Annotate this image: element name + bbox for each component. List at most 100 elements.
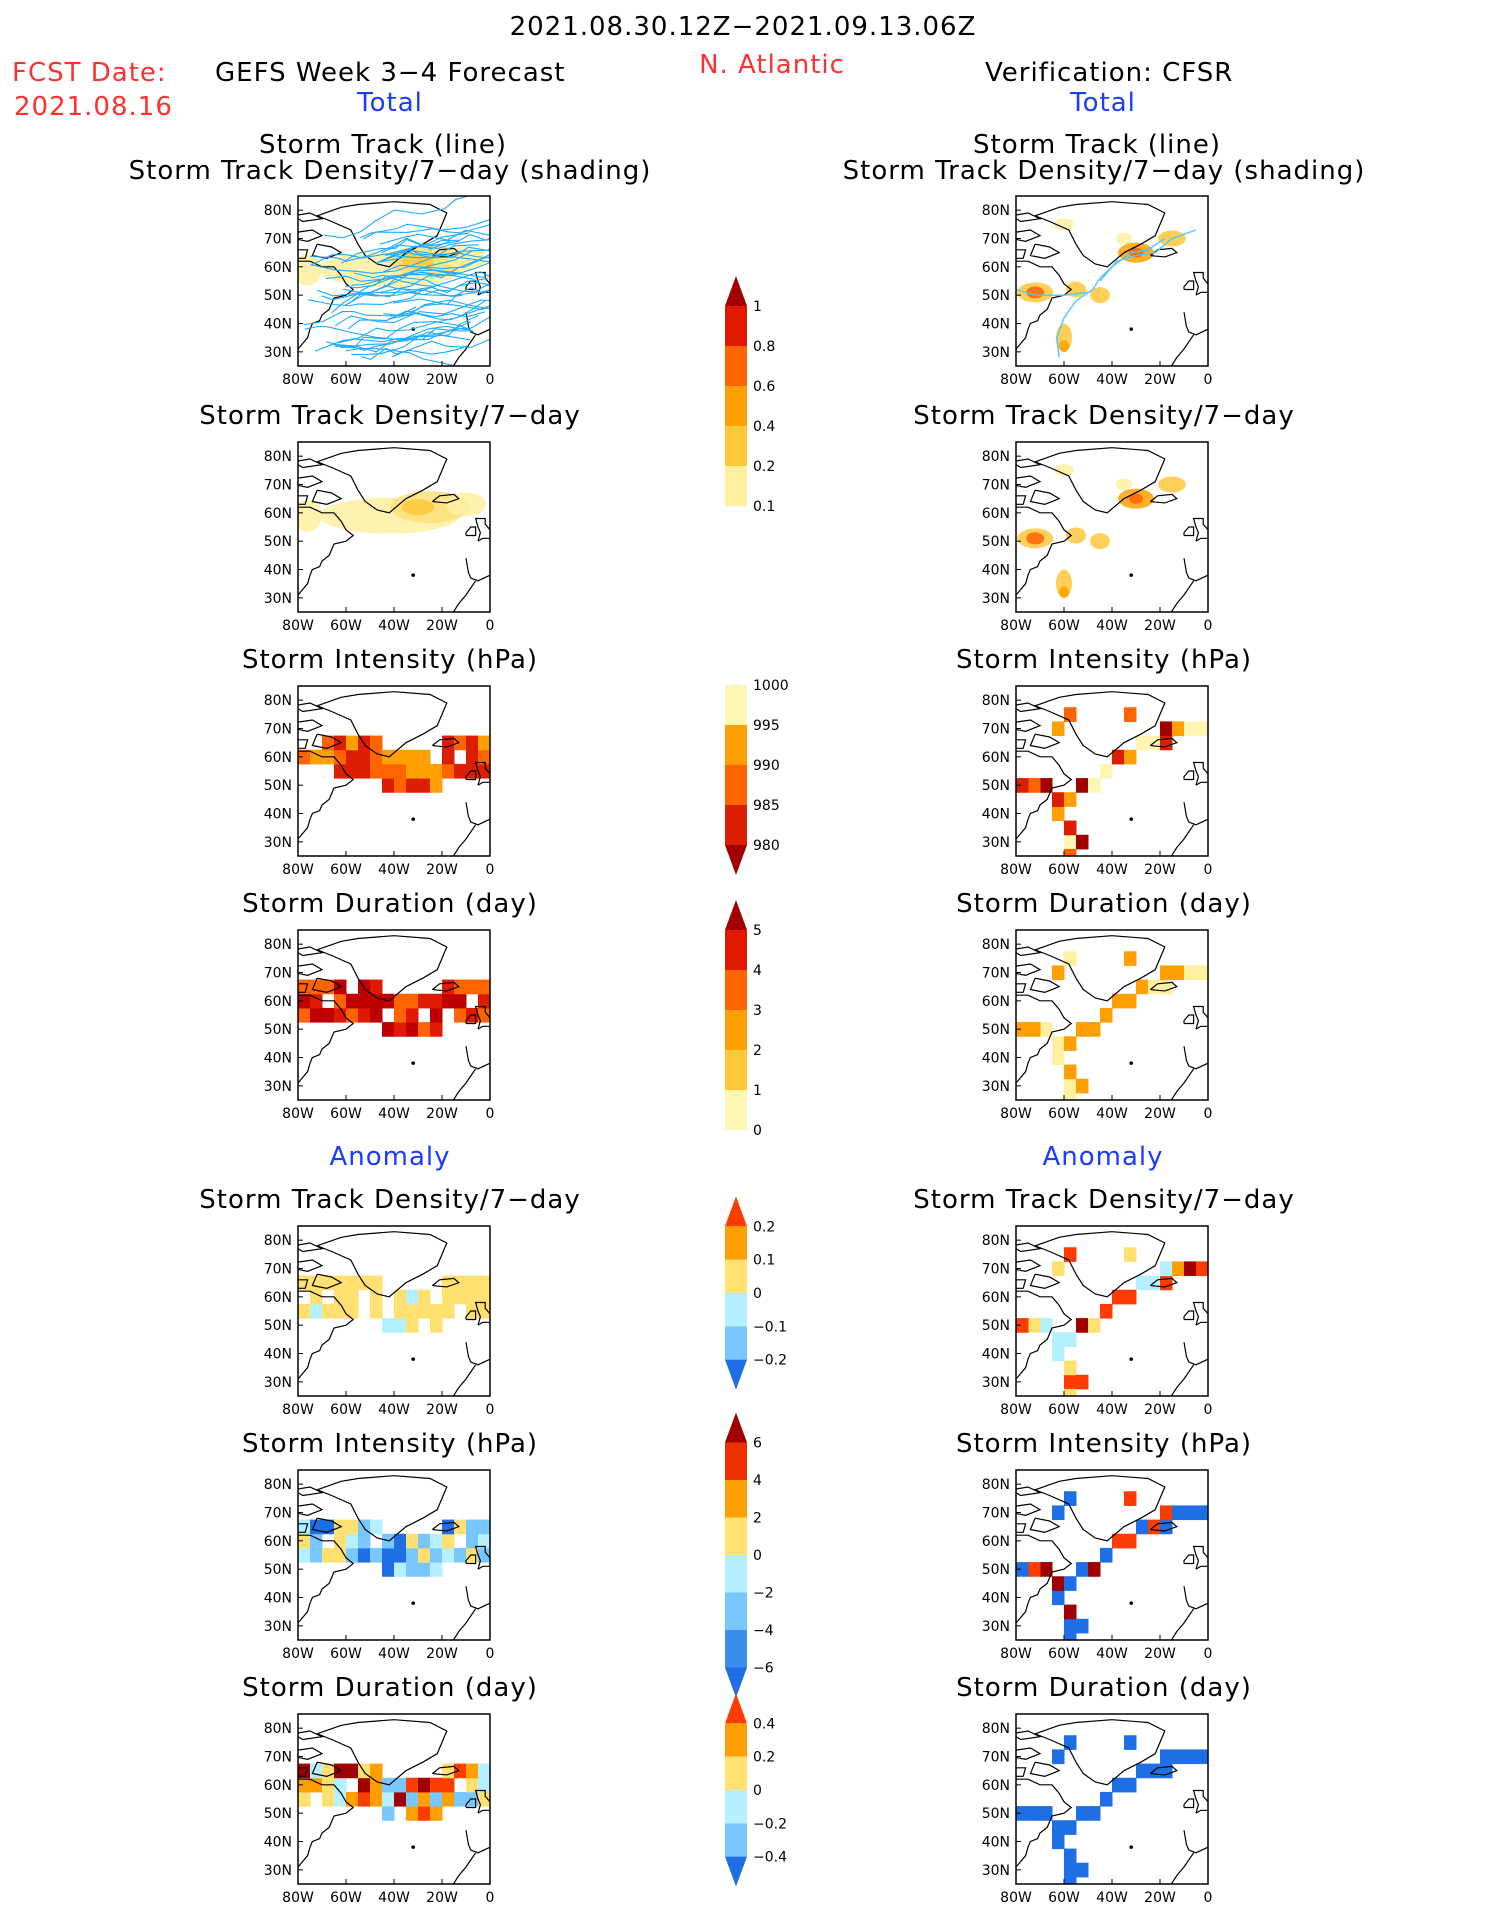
arctic-island-coast [311,977,343,993]
data-cell [394,1022,407,1037]
data-cell [418,993,431,1009]
map-panel-1: 80N 70N 60N 50N 40N 30N 80W 60W 40W 20W 0 [264,441,494,634]
data-cell [1064,1491,1077,1506]
data-cell [334,763,347,779]
lon-tick-label: 80W [282,1890,314,1906]
north-america-coast [298,506,355,597]
greenland-coast [315,447,448,514]
data-cell [1100,1303,1113,1319]
storm-track-line [1099,229,1197,282]
data-cell [1112,993,1125,1009]
data-cell [1064,848,1077,856]
lat-tick-label: 40N [264,807,292,823]
lat-tick-label: 40N [982,807,1010,823]
data-cell [406,1533,419,1549]
data-cell [334,1547,347,1563]
greenland-coast [1033,935,1166,1002]
storm-track-line [390,248,490,259]
arctic-island-coast [298,212,325,223]
data-cell [1052,1346,1065,1362]
map-body [298,1719,490,1884]
data-cell [478,1275,490,1291]
data-cell [358,749,371,765]
lat-tick-label: 60N [264,1778,292,1794]
colorbar-label: 1 [753,299,762,315]
panel-title-anom-intensity-left: Storm Intensity (hPa) [241,1429,539,1459]
map-body [1016,1231,1208,1396]
colorbar-segment [725,1790,747,1824]
data-cell [310,1303,323,1319]
arctic-island-coast [298,983,309,993]
storm-track-line [310,232,470,266]
arctic-island-coast [1016,963,1042,976]
fcst-date-label: FCST Date: [12,58,167,88]
britain-coast [474,517,490,542]
arctic-island-coast [311,1761,343,1777]
data-cell [298,993,311,1009]
data-cell [1100,1547,1113,1563]
data-cell [394,1777,407,1793]
ireland-coast [465,770,477,781]
lat-tick-label: 80N [982,449,1010,465]
colorbar-label: 0.2 [753,1750,775,1766]
data-cell [466,735,479,751]
lon-tick-label: 20W [426,1106,458,1122]
britain-coast [474,761,490,786]
data-cell [406,1318,419,1333]
lat-tick-label: 80N [982,1721,1010,1737]
data-cell [478,1289,490,1305]
lat-tick-label: 70N [982,478,1010,494]
data-cell [346,1303,359,1319]
africa-coast [1170,1852,1195,1884]
data-cell [358,1533,371,1549]
heat-cells [298,735,490,793]
britain-coast [1192,1301,1208,1326]
lat-tick-label: 60N [982,506,1010,522]
britain-coast [474,271,490,296]
density-blob [1090,533,1110,550]
arctic-island-coast [298,702,325,713]
density-blob [1129,493,1143,504]
data-cell [1160,721,1173,737]
azores-dot [1129,573,1134,577]
africa-coast [1170,1364,1195,1396]
data-cell [430,1777,443,1793]
density-blob [1158,476,1186,493]
britain-coast [1192,1545,1208,1570]
lat-tick-label: 80N [982,693,1010,709]
data-cell [394,1289,407,1305]
colorbar-total-duration: 5 4 3 2 1 0 [725,900,762,1139]
lat-tick-label: 60N [264,994,292,1010]
arctic-island-coast [1016,1279,1027,1289]
greenland-coast [315,1475,448,1542]
data-cell [478,1303,490,1319]
colorbar-label: 5 [753,923,762,939]
map-panel-11: 80N 70N 60N 50N 40N 30N 80W 60W 40W 20W 0 [982,1225,1212,1418]
ireland-coast [1183,1014,1195,1025]
data-cell [394,1318,407,1333]
lat-tick-label: 80N [264,1477,292,1493]
panel-title-anom-duration-right: Storm Duration (day) [956,1673,1252,1703]
data-cell [430,778,443,793]
data-cell [370,1007,383,1023]
heat-cells [1016,1491,1208,1640]
lon-tick-label: 40W [1096,1106,1128,1122]
colorbar-arrow-bottom [725,845,747,875]
lat-tick-label: 60N [264,260,292,276]
data-cell [1064,1632,1077,1640]
colorbar-anomaly-density: 0.2 0.1 0 −0.1 −0.2 [725,1196,787,1390]
iceland-coast [1150,1765,1178,1776]
arctic-island-coast [311,1517,343,1533]
colorbar-label: 980 [753,838,780,854]
data-cell [394,1547,407,1563]
colorbar-segment [725,306,747,346]
data-cell [418,1533,431,1549]
colorbar-label: 1000 [753,678,789,694]
data-cell [1064,1064,1077,1080]
arctic-island-coast [1029,1273,1061,1289]
arctic-island-coast [1016,229,1042,242]
iberia-coast [465,558,490,582]
africa-coast [1170,1068,1195,1100]
scandinavia-coast [489,512,490,513]
colorbar-label: −0.4 [753,1850,787,1866]
